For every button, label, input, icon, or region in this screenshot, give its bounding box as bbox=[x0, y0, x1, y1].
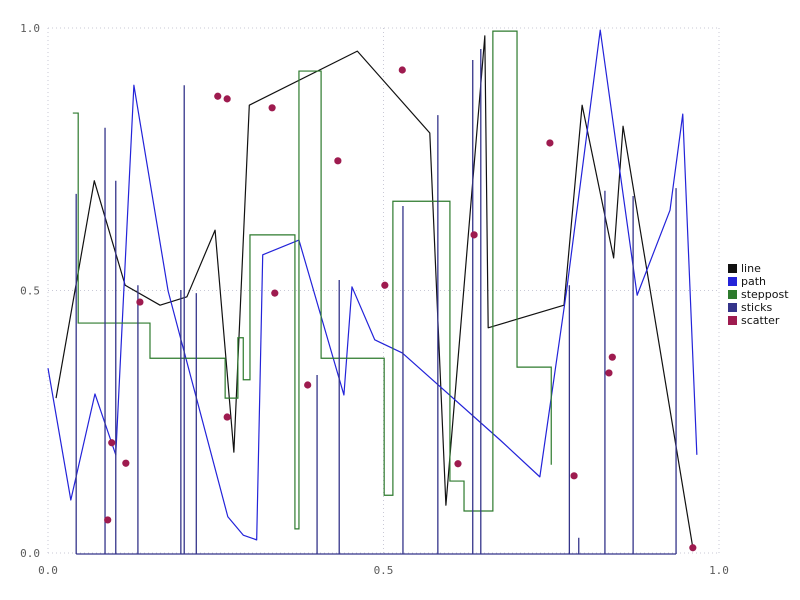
legend-swatch-line bbox=[728, 264, 737, 273]
scatter-point bbox=[104, 516, 112, 524]
scatter-point bbox=[304, 381, 312, 389]
scatter-point bbox=[470, 231, 478, 239]
legend-label-steppost: steppost bbox=[741, 288, 789, 301]
scatter-point bbox=[398, 66, 406, 74]
x-tick-label: 0.0 bbox=[38, 564, 58, 577]
scatter-point bbox=[122, 459, 130, 467]
scatter-point bbox=[108, 439, 116, 447]
legend-item-path: path bbox=[728, 275, 789, 288]
legend-item-sticks: sticks bbox=[728, 301, 789, 314]
legend-label-scatter: scatter bbox=[741, 314, 780, 327]
x-tick-label: 0.5 bbox=[374, 564, 394, 577]
scatter-point bbox=[381, 281, 389, 289]
series-path bbox=[47, 29, 698, 541]
scatter-point bbox=[223, 413, 231, 421]
legend-item-scatter: scatter bbox=[728, 314, 789, 327]
legend-swatch-steppost bbox=[728, 290, 737, 299]
scatter-point bbox=[546, 139, 554, 147]
scatter-point bbox=[605, 369, 613, 377]
legend-label-path: path bbox=[741, 275, 767, 288]
scatter-point bbox=[454, 460, 462, 468]
scatter-point bbox=[136, 298, 144, 306]
scatter-point bbox=[268, 104, 276, 112]
y-tick-label: 0.0 bbox=[20, 547, 40, 560]
legend-label-line: line bbox=[741, 262, 761, 275]
legend-swatch-path bbox=[728, 277, 737, 286]
y-tick-label: 0.5 bbox=[20, 285, 40, 298]
scatter-point bbox=[608, 353, 616, 361]
legend: line path steppost sticks scatter bbox=[728, 262, 789, 327]
legend-swatch-sticks bbox=[728, 303, 737, 312]
scatter-point bbox=[334, 157, 342, 165]
scatter-point bbox=[689, 544, 697, 552]
series-line bbox=[55, 35, 694, 548]
legend-swatch-scatter bbox=[728, 316, 737, 325]
x-tick-label: 1.0 bbox=[709, 564, 729, 577]
scatter-point bbox=[223, 95, 231, 103]
legend-item-line: line bbox=[728, 262, 789, 275]
series-steppost bbox=[72, 30, 552, 530]
scatter-point bbox=[271, 289, 279, 297]
y-tick-label: 1.0 bbox=[20, 22, 40, 35]
scatter-point bbox=[214, 92, 222, 100]
scatter-point bbox=[570, 472, 578, 480]
legend-label-sticks: sticks bbox=[741, 301, 773, 314]
legend-item-steppost: steppost bbox=[728, 288, 789, 301]
